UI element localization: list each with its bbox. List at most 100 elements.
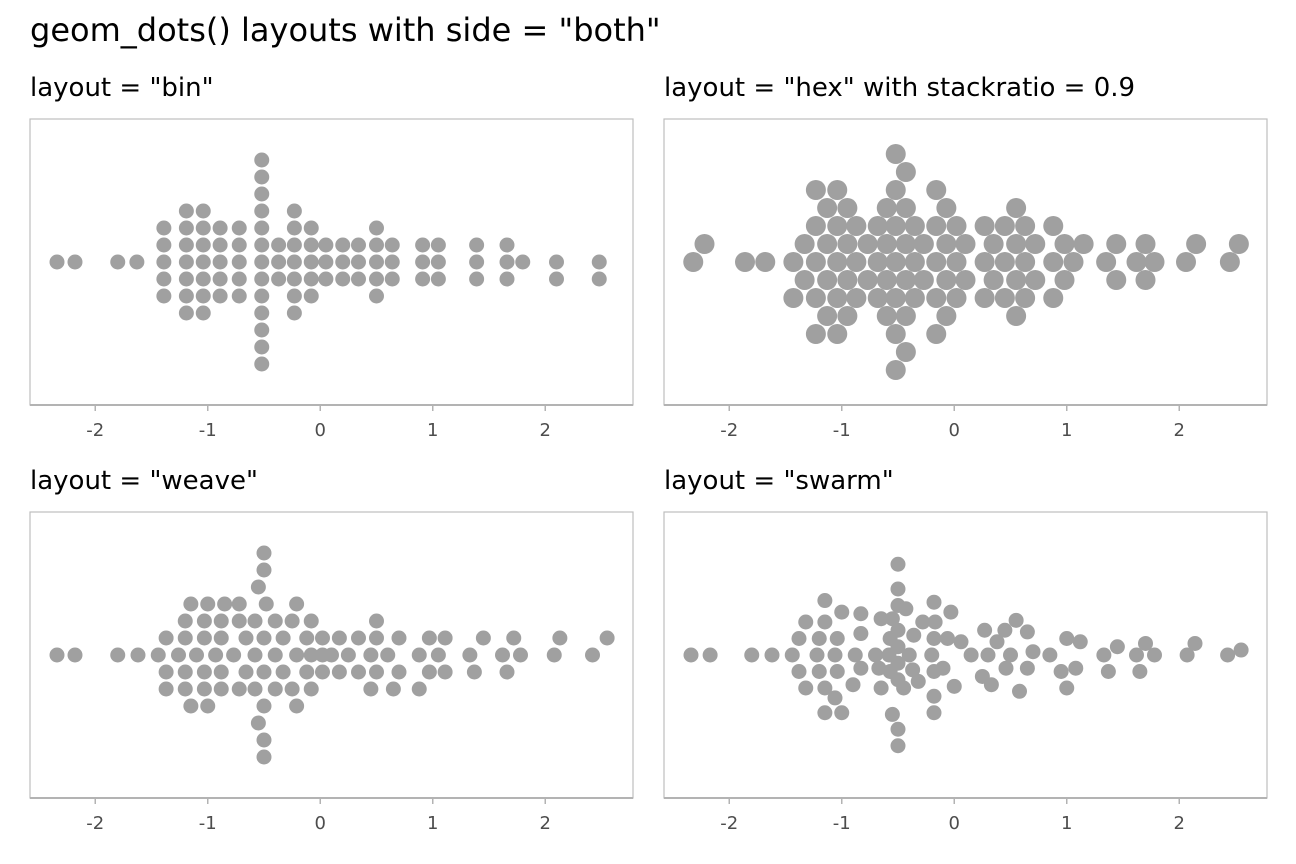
data-dot xyxy=(885,144,906,164)
data-dot xyxy=(817,234,838,254)
data-dot xyxy=(885,288,906,308)
data-dot xyxy=(876,198,897,218)
data-dot xyxy=(549,254,564,270)
data-dot xyxy=(363,681,379,697)
data-dot xyxy=(924,647,940,663)
data-dot xyxy=(267,681,283,697)
data-dot xyxy=(178,254,194,270)
panel-swarm: -2 -1 0 1 2 xyxy=(663,511,1268,834)
data-dot xyxy=(974,216,995,236)
data-dot xyxy=(130,647,146,663)
data-dot xyxy=(905,662,921,678)
data-dot xyxy=(213,664,229,680)
data-dot xyxy=(1100,664,1116,679)
data-dot xyxy=(876,270,897,290)
data-dot xyxy=(384,237,400,253)
data-dot xyxy=(254,203,270,219)
data-dot xyxy=(1132,664,1148,679)
x-tick-label: -1 xyxy=(199,813,217,834)
data-dot xyxy=(827,288,848,308)
data-dot xyxy=(256,698,272,714)
data-dot xyxy=(67,647,83,663)
data-dot xyxy=(430,647,446,663)
data-dot xyxy=(156,271,172,287)
data-dot xyxy=(213,681,229,697)
data-dot xyxy=(1054,234,1075,254)
data-dot xyxy=(980,647,996,663)
data-dot xyxy=(817,270,838,290)
data-dot xyxy=(817,705,833,721)
data-dot xyxy=(927,614,943,630)
data-dot xyxy=(212,288,228,304)
data-dot xyxy=(150,647,166,663)
data-dot xyxy=(231,288,247,304)
data-dot xyxy=(195,220,211,236)
data-dot xyxy=(303,613,319,629)
x-tick-label: 2 xyxy=(1174,813,1185,834)
data-dot xyxy=(415,254,431,270)
data-dot xyxy=(983,677,999,693)
data-dot xyxy=(884,611,900,627)
data-dot xyxy=(369,254,384,270)
data-dot xyxy=(1006,270,1027,290)
data-dot xyxy=(827,252,848,272)
x-tick-label: -2 xyxy=(86,813,104,834)
data-dot xyxy=(890,581,906,597)
data-dot xyxy=(876,234,897,254)
x-tick-label: 1 xyxy=(427,813,438,834)
data-dot xyxy=(926,288,947,308)
data-dot xyxy=(817,593,833,609)
data-dot xyxy=(811,631,827,646)
data-dot xyxy=(178,203,194,219)
panel-bin: -2 -1 0 1 2 xyxy=(29,118,634,441)
data-dot xyxy=(817,680,833,696)
data-dot xyxy=(994,252,1015,272)
data-dot xyxy=(351,237,366,253)
data-dot xyxy=(694,234,715,254)
data-dot xyxy=(286,254,302,270)
data-dot xyxy=(876,306,897,326)
data-dot xyxy=(158,630,174,646)
data-dot xyxy=(1019,624,1035,640)
data-dot xyxy=(208,647,224,663)
data-dot xyxy=(196,681,212,697)
data-dot xyxy=(267,647,283,663)
data-dot xyxy=(196,630,212,646)
data-dot xyxy=(254,254,270,270)
data-dot xyxy=(231,596,247,612)
data-dot xyxy=(811,664,827,679)
data-dot xyxy=(1006,198,1027,218)
data-dot xyxy=(286,203,302,219)
data-dot xyxy=(827,180,848,200)
data-dot xyxy=(926,594,942,610)
data-dot xyxy=(156,237,172,253)
data-dot xyxy=(1043,252,1064,272)
data-dot xyxy=(515,254,531,270)
data-dot xyxy=(817,614,833,630)
data-dot xyxy=(898,601,914,617)
data-dot xyxy=(177,681,193,697)
data-dot xyxy=(196,613,212,629)
data-dot xyxy=(853,626,869,642)
data-dot xyxy=(231,613,247,629)
data-dot xyxy=(156,220,172,236)
data-dot xyxy=(200,596,216,612)
data-dot xyxy=(385,681,401,697)
x-tick-label: 2 xyxy=(540,420,551,441)
data-dot xyxy=(926,705,942,721)
data-dot xyxy=(1054,270,1075,290)
data-dot xyxy=(213,630,229,646)
data-dot xyxy=(256,630,272,646)
data-dot xyxy=(247,681,263,697)
data-dot xyxy=(110,254,126,270)
data-dot xyxy=(284,681,300,697)
data-dot xyxy=(901,647,917,663)
data-dot xyxy=(1109,639,1125,655)
data-dot xyxy=(195,288,211,304)
data-dot xyxy=(868,647,883,663)
data-dot xyxy=(369,630,384,646)
data-dot xyxy=(890,655,906,671)
data-dot xyxy=(983,234,1004,254)
data-dot xyxy=(299,664,315,680)
data-dot xyxy=(585,647,600,663)
